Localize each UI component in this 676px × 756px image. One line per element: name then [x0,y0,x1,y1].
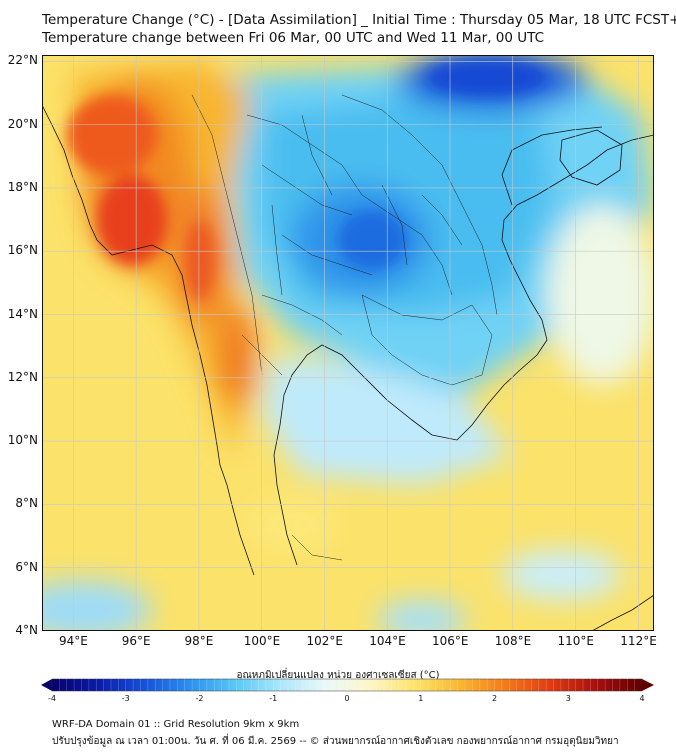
lon-tick-label: 110°E [557,634,595,648]
colorbar-title: อุณหภูมิเปลี่ยนแปลง หน่วย องศาเซลเซียส (… [236,670,440,681]
lat-tick-label: 14°N [7,306,38,321]
lon-tick-label: 106°E [432,634,469,648]
lon-tick-label: 104°E [369,634,406,648]
lon-tick-label: 94°E [58,634,88,648]
colorbar-tick: -3 [121,694,130,703]
colorbar-tick: -4 [48,694,56,703]
lat-tick-label: 20°N [7,116,38,131]
temperature-change-map [41,55,655,632]
lat-tick-label: 4°N [15,623,38,637]
colorbar-tick: 0 [344,694,350,703]
map-title: Temperature Change (°C) - [Data Assimila… [42,12,676,28]
lon-tick-label: 100°E [243,634,281,648]
lon-tick-label: 112°E [620,634,657,648]
model-info: WRF-DA Domain 01 :: Grid Resolution 9km … [52,719,300,730]
lat-tick-label: 22°N [7,53,38,68]
map-canvas [41,55,655,632]
map-gridlines [42,55,654,632]
colorbar-tick: 2 [491,694,498,703]
map-frame [42,55,654,631]
lat-tick-label: 6°N [15,559,38,574]
lat-tick-label: 18°N [7,179,38,194]
colorbar-tick: 1 [418,694,424,703]
lat-tick-label: 8°N [15,496,38,511]
lat-tick-label: 16°N [7,243,38,258]
colorbar-tick: -1 [269,694,278,703]
map-subtitle: Temperature change between Fri 06 Mar, 0… [42,30,545,46]
lon-tick-label: 96°E [121,634,151,648]
coastline-lines [41,104,655,632]
colorbar-tick: -2 [195,694,204,703]
lon-tick-label: 102°E [306,634,343,648]
lon-tick-label: 108°E [494,634,532,648]
colorbar-max-arrow [642,679,654,691]
colorbar-min-arrow [41,679,52,691]
lat-tick-label: 10°N [7,433,38,448]
lat-tick-label: 12°N [7,369,38,384]
lon-tick-label: 98°E [184,634,214,648]
update-credit: ปรับปรุงข้อมูล ณ เวลา 01:00น. วัน ศ. ที่… [52,736,619,747]
colorbar-tick: 4 [639,694,645,703]
colorbar [41,678,654,692]
colorbar-tick: 3 [565,694,571,703]
